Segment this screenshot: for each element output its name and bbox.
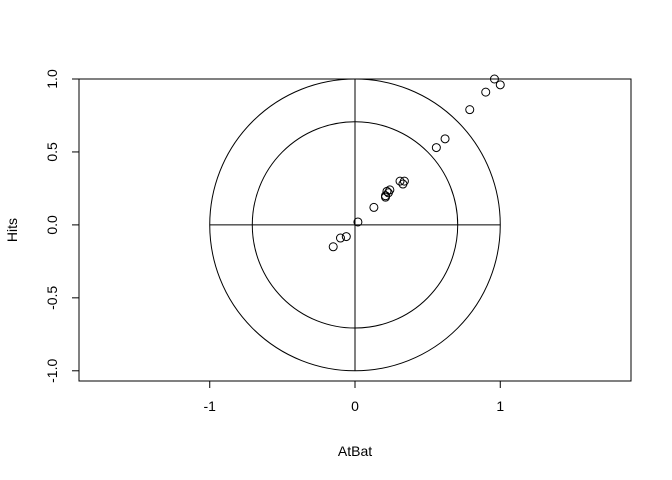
data-point — [335, 233, 345, 243]
data-point — [431, 143, 441, 153]
y-tick-label: -0.5 — [44, 286, 60, 310]
data-point — [369, 202, 379, 212]
data-point — [481, 87, 491, 97]
data-point — [465, 105, 475, 115]
y-tick-label: 0.0 — [44, 215, 60, 235]
data-point — [489, 74, 499, 84]
data-point — [381, 192, 391, 202]
data-point — [395, 176, 405, 186]
x-tick-label: 1 — [496, 398, 504, 414]
x-tick-label: 0 — [351, 398, 359, 414]
data-point — [353, 217, 363, 227]
y-tick-label: 0.5 — [44, 142, 60, 162]
x-tick-label: -1 — [204, 398, 217, 414]
data-point — [341, 232, 351, 242]
y-tick-label: -1.0 — [44, 359, 60, 383]
x-axis-label: AtBat — [338, 443, 372, 459]
y-axis-label: Hits — [4, 218, 20, 242]
data-point — [495, 80, 505, 90]
data-points — [328, 74, 505, 252]
x-axis: -1 0 1 — [204, 380, 504, 414]
y-tick-label: 1.0 — [44, 69, 60, 89]
data-point — [383, 188, 393, 198]
y-axis: -1.0 -0.5 0.0 0.5 1.0 — [44, 69, 80, 383]
data-point — [382, 186, 392, 196]
data-point — [398, 179, 408, 189]
data-point — [328, 242, 338, 252]
data-point — [440, 134, 450, 144]
